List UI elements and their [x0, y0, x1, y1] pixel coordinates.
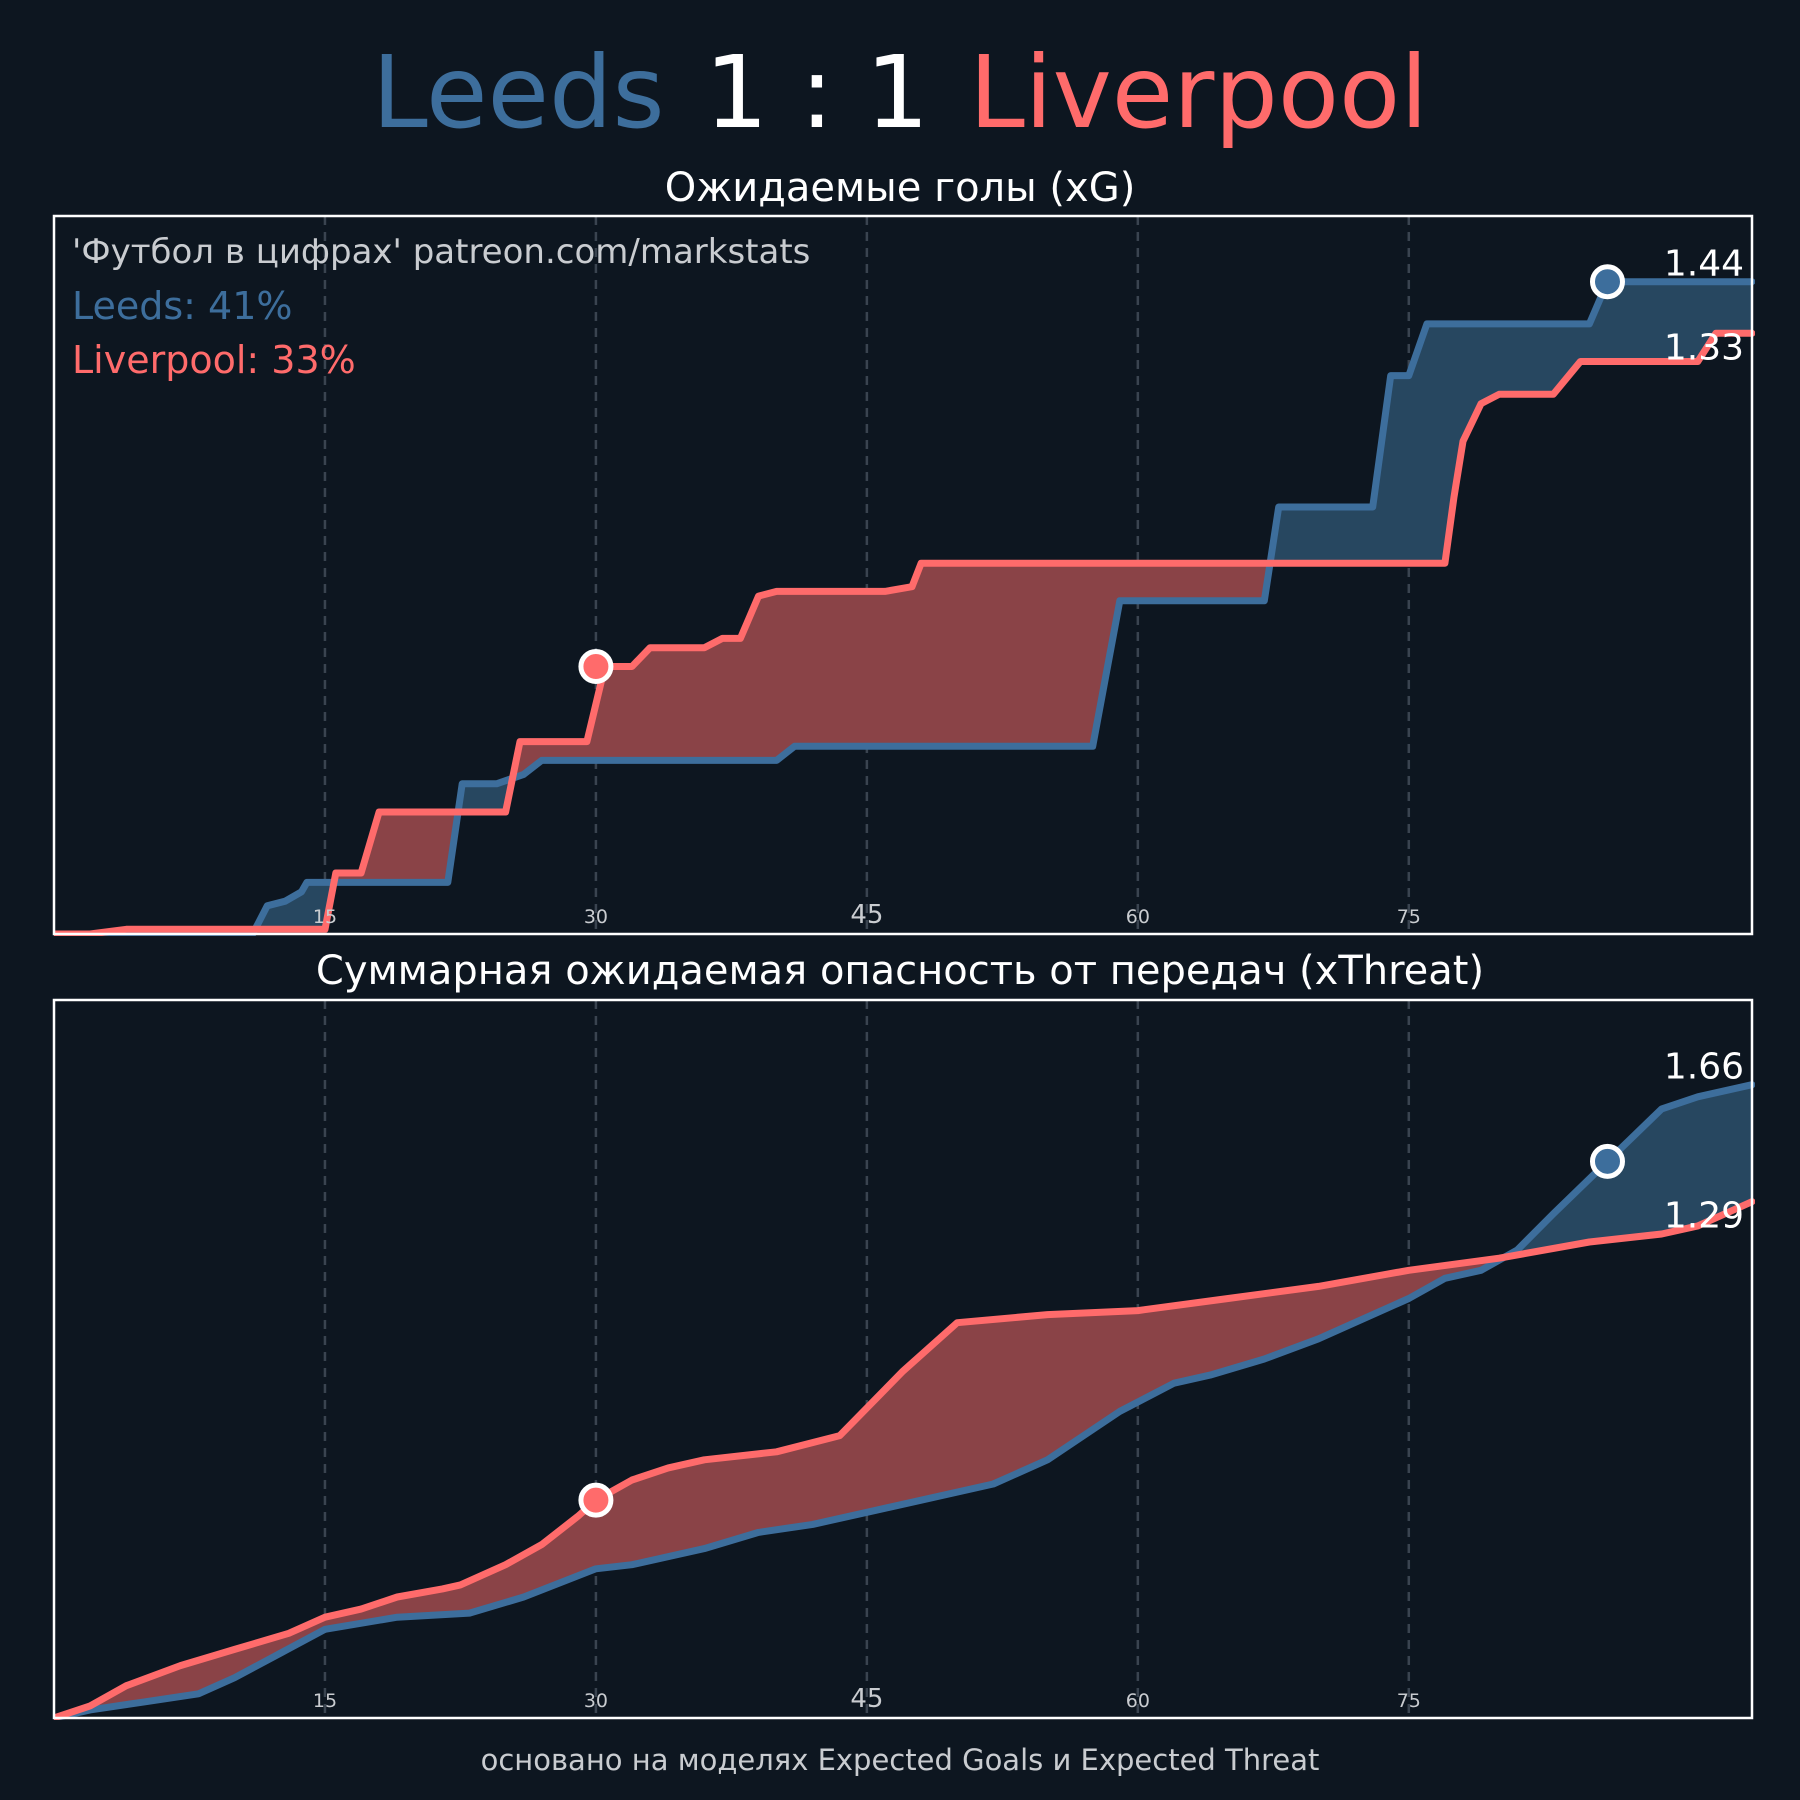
x-tick-label-30: 30	[584, 1690, 608, 1712]
liverpool-line	[54, 329, 1755, 936]
leeds-goal-marker	[1589, 1143, 1625, 1179]
leeds-line	[54, 278, 1755, 936]
x-tick-label-75: 75	[1397, 1690, 1421, 1712]
leeds-advantage-area-1	[257, 882, 334, 930]
x-tick-label-60: 60	[1126, 906, 1150, 928]
leeds-goal-marker	[1589, 264, 1625, 300]
leeds-advantage-area-1	[1505, 1084, 1752, 1257]
xg-chart-title: Ожидаемые голы (xG)	[664, 165, 1136, 211]
plot-frame	[52, 998, 1754, 1720]
leeds-advantage-area-3	[458, 768, 515, 812]
liverpool-advantage-area-4	[514, 556, 1272, 778]
leeds-end-value: 1.44	[1664, 244, 1744, 285]
x-tick-label-30: 30	[584, 906, 608, 928]
liverpool-advantage-area-0	[56, 1256, 1506, 1718]
plot-frame	[52, 214, 1754, 936]
away-team-name: Liverpool	[969, 34, 1429, 151]
leeds-advantage-area-5	[1271, 281, 1752, 564]
x-tick-label-60: 60	[1126, 1690, 1150, 1712]
liverpool-end-value: 1.29	[1664, 1196, 1744, 1237]
liverpool-goal-marker	[578, 649, 614, 685]
leeds-end-value: 1.66	[1664, 1047, 1744, 1088]
xthreat-chart: 15 30 45 60 75 1.66 1.29	[52, 998, 1755, 1720]
liverpool-end-value: 1.33	[1664, 327, 1744, 368]
x-tick-label-45: 45	[850, 1684, 883, 1714]
leeds-share-annotation: Leeds: 41%	[72, 284, 293, 328]
home-team-name: Leeds	[371, 34, 665, 151]
xg-chart: 15 30 45 60 75 1.44 1.33 'Футбол в цифрах' patr…	[52, 214, 1755, 936]
credit-annotation: 'Футбол в цифрах' patreon.com/markstats	[72, 232, 810, 272]
match-score: 1 : 1	[704, 34, 930, 151]
xthreat-chart-title: Суммарная ожидаемая опасность от передач…	[315, 948, 1485, 994]
liverpool-goal-marker	[578, 1482, 614, 1518]
match-headline: Leeds 1 : 1 Liverpool	[0, 28, 1800, 158]
x-tick-label-45: 45	[850, 900, 883, 930]
x-tick-label-15: 15	[313, 906, 337, 928]
leeds-line	[54, 1081, 1755, 1720]
liverpool-share-annotation: Liverpool: 33%	[72, 338, 356, 382]
liverpool-line	[54, 1198, 1755, 1720]
x-tick-label-15: 15	[313, 1690, 337, 1712]
x-tick-label-75: 75	[1397, 906, 1421, 928]
footnote: основано на моделях Expected Goals и Exp…	[480, 1743, 1320, 1777]
